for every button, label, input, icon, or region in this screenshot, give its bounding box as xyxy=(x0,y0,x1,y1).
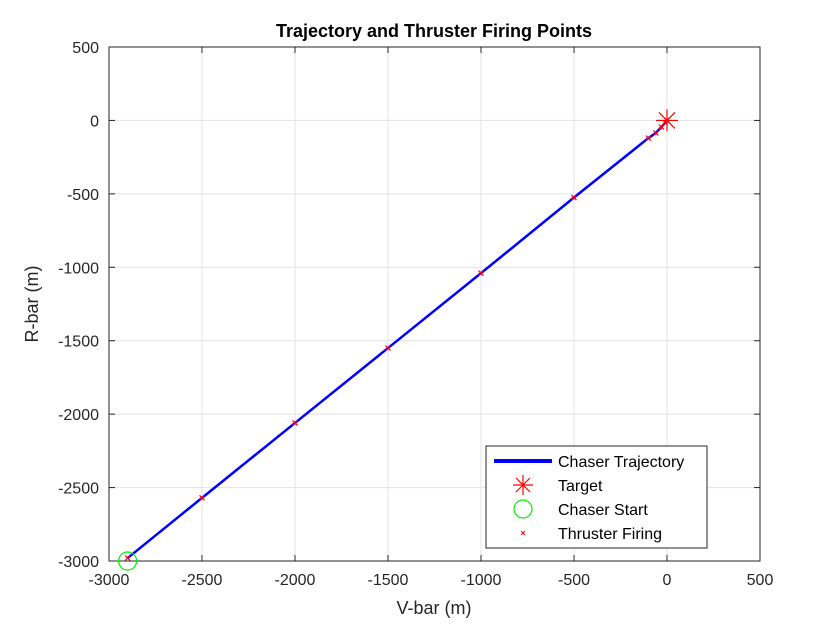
legend-swatch-thruster xyxy=(520,530,526,536)
thruster-firing-point xyxy=(124,555,131,561)
x-axis-ticks: -3000 -2500 -2000 -1500 -1000 -500 0 500 xyxy=(89,47,774,589)
thruster-firing-point xyxy=(652,129,659,136)
legend: Chaser Trajectory Target Chaser Start Th… xyxy=(485,445,708,549)
x-tick-label: -1500 xyxy=(368,572,409,589)
legend-swatch-chaser-start xyxy=(513,499,533,519)
x-tick-label: 500 xyxy=(747,572,774,589)
y-tick-label: 500 xyxy=(72,40,99,57)
markers xyxy=(117,109,678,571)
y-tick-label: -1500 xyxy=(58,334,99,351)
x-tick-label: -2000 xyxy=(275,572,316,589)
thruster-firing-point xyxy=(478,270,484,277)
thruster-firing-point xyxy=(385,345,391,351)
x-tick-label: -2500 xyxy=(182,572,223,589)
y-axis-label: R-bar (m) xyxy=(22,266,42,343)
thruster-firing-point xyxy=(199,494,205,501)
y-tick-label: -2000 xyxy=(58,407,99,424)
y-tick-label: 0 xyxy=(90,113,99,130)
y-axis-ticks: -3000 -2500 -2000 -1500 -1000 -500 0 500 xyxy=(58,40,760,571)
x-tick-label: -3000 xyxy=(89,572,130,589)
x-tick-label: -1000 xyxy=(461,572,502,589)
chaser-start-marker xyxy=(117,551,138,571)
thruster-firing-point xyxy=(571,194,577,201)
x-tick-label: -500 xyxy=(558,572,590,589)
thruster-firing-point xyxy=(292,420,298,426)
x-tick-label: 0 xyxy=(663,572,672,589)
y-tick-label: -1000 xyxy=(58,260,99,277)
legend-swatch-target xyxy=(513,475,533,495)
legend-label-thruster-firing: Thruster Firing xyxy=(558,526,662,543)
chart-title: Trajectory and Thruster Firing Points xyxy=(276,21,592,41)
y-tick-label: -2500 xyxy=(58,481,99,498)
plot-frame xyxy=(108,46,761,562)
target-marker xyxy=(656,109,678,132)
y-tick-label: -500 xyxy=(67,187,99,204)
y-tick-label: -3000 xyxy=(58,554,99,571)
legend-label-chaser-start: Chaser Start xyxy=(558,502,648,519)
x-axis-label: V-bar (m) xyxy=(396,598,471,618)
legend-label-target: Target xyxy=(558,478,603,495)
legend-label-trajectory: Chaser Trajectory xyxy=(558,454,684,471)
thruster-firing-point xyxy=(645,135,652,141)
